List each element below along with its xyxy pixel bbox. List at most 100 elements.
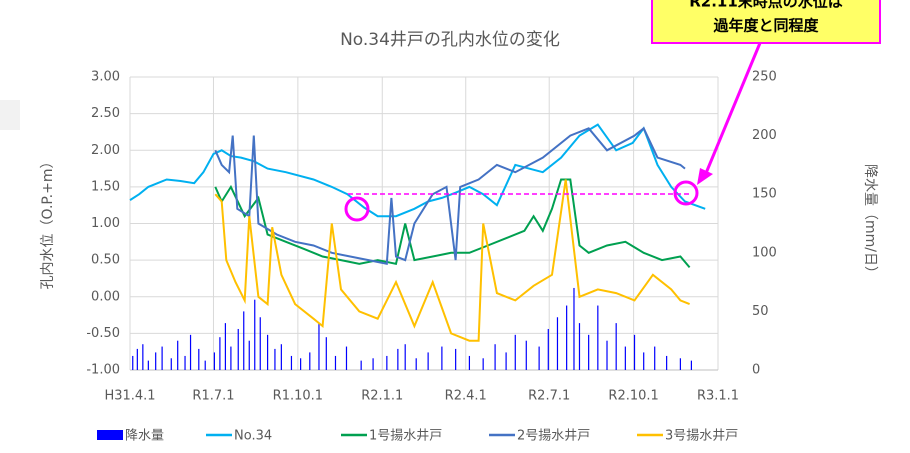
rain-bar [525, 340, 527, 370]
rain-bar [254, 299, 256, 370]
legend-label: 1号揚水井戸 [369, 428, 442, 444]
y2-tick-label: 150 [752, 187, 777, 202]
x-tick-label: R1.10.1 [273, 389, 323, 404]
rain-bar [274, 348, 276, 370]
x-tick-label: R2.1.1 [361, 389, 403, 404]
highlight-circle [344, 196, 370, 222]
arrow [702, 42, 762, 179]
rain-bar [325, 337, 327, 370]
rain-bar [588, 334, 590, 370]
rain-bar [573, 287, 575, 370]
x-tick-label: R1.7.1 [192, 389, 234, 404]
rain-bar [132, 355, 134, 370]
y2-tick-label: 50 [752, 304, 769, 319]
rain-bar [427, 352, 429, 370]
plot-area: -1.00 -0.50 0.00 0.50 1.00 1.50 2.00 2.50 3.00 0 5… [86, 70, 776, 404]
rain-bar [468, 355, 471, 370]
rain-bar [386, 355, 388, 370]
series-line [129, 123, 706, 218]
rain-bar [243, 311, 245, 370]
rain-bar [318, 323, 320, 370]
rain-bar [397, 348, 399, 370]
side-panel [0, 100, 20, 130]
rain-bar [666, 355, 668, 370]
y-tick-label: -0.50 [86, 326, 120, 341]
series-line [214, 126, 686, 266]
y-tick-label: 2.50 [91, 106, 120, 121]
rain-bar [624, 346, 626, 370]
y2-tick-label: 250 [752, 70, 777, 85]
y2-tick-label: 100 [752, 245, 777, 260]
legend: 降水量 No.34 1号揚水井戸 2号揚水井戸 3号揚水井戸 [97, 428, 738, 444]
legend-label: 2号揚水井戸 [517, 428, 590, 444]
rain-bar [654, 346, 656, 370]
rain-bar [547, 328, 549, 370]
rain-bar [177, 340, 179, 370]
rain-bar [290, 355, 293, 370]
arrow-head [697, 168, 713, 185]
y2-axis-label: 降水量（mm/日） [862, 164, 878, 280]
rain-bar [161, 346, 163, 370]
chart-title: No.34井戸の孔内水位の変化 [340, 30, 560, 50]
rain-bar [360, 360, 362, 370]
rain-bar [578, 323, 581, 370]
rain-bar [280, 344, 282, 370]
y2-tick-label: 0 [752, 363, 760, 378]
rain-bar [334, 355, 337, 370]
rain-bar [266, 334, 269, 370]
y-axis-label: 孔内水位（O.P.+m） [40, 155, 56, 290]
x-tick-label: H31.4.1 [104, 389, 155, 404]
x-tick-label: R2.4.1 [445, 389, 487, 404]
rain-bar [237, 328, 239, 370]
rain-bar [230, 346, 232, 370]
rain-bar [690, 360, 692, 370]
rain-bar [184, 355, 186, 370]
rain-bar [248, 340, 250, 370]
x-tick-label: R2.7.1 [528, 389, 570, 404]
rain-bar [566, 305, 568, 370]
rain-bar [155, 352, 157, 370]
rain-bar [606, 340, 608, 370]
rain-bar [404, 344, 406, 370]
rain-bar [538, 346, 540, 370]
rain-bar [259, 317, 261, 370]
callout-text: 過年度と同程度 [712, 17, 819, 35]
rain-bar [633, 334, 636, 370]
rain-bar [189, 334, 192, 370]
y-tick-label: 0.00 [91, 289, 120, 304]
y-tick-label: -1.00 [86, 363, 120, 378]
rain-bar [213, 352, 215, 370]
rain-bar [204, 360, 206, 370]
rain-bar [494, 344, 496, 370]
series-line [214, 179, 690, 342]
rain-bar [455, 348, 457, 370]
y-tick-label: 2.00 [91, 143, 120, 158]
highlight-circle [673, 180, 699, 206]
y-tick-label: 1.50 [91, 179, 120, 194]
rain-bar [679, 358, 681, 370]
legend-label: No.34 [234, 429, 272, 444]
y-tick-label: 0.50 [91, 253, 120, 268]
series-line [214, 178, 691, 269]
rain-bar [198, 348, 200, 370]
x-tick-label: R3.1.1 [697, 389, 739, 404]
rain-bar [441, 346, 443, 370]
rain-bar [482, 358, 484, 370]
rain-bar [415, 358, 417, 370]
callout-box [651, 0, 881, 44]
rain-bar [136, 348, 138, 370]
rain-bar [556, 317, 559, 370]
y-tick-label: 3.00 [91, 70, 120, 85]
rain-bar [219, 337, 221, 370]
rain-bar [142, 344, 144, 370]
rain-bar [615, 323, 617, 370]
rain-bar [505, 352, 507, 370]
legend-label: 降水量 [125, 429, 164, 444]
rain-bar [170, 358, 172, 370]
rain-bar [643, 352, 645, 370]
rain-bar [147, 360, 149, 370]
rain-bar [300, 358, 302, 370]
rain-bar [224, 323, 227, 370]
legend-label: 3号揚水井戸 [665, 428, 738, 444]
